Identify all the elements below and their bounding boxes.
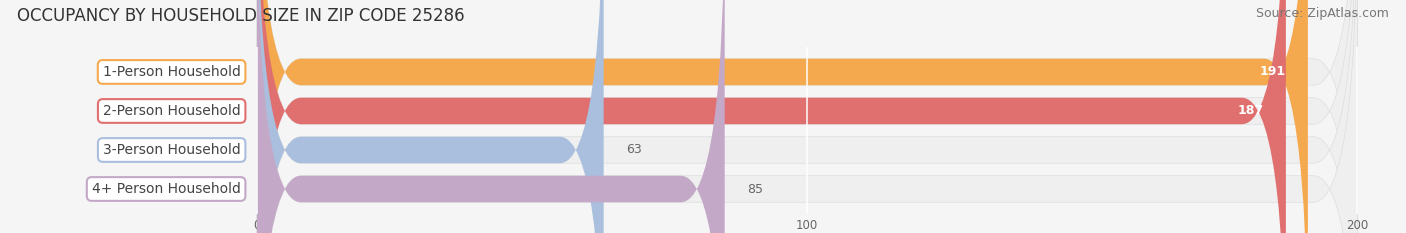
Text: 4+ Person Household: 4+ Person Household: [91, 182, 240, 196]
FancyBboxPatch shape: [257, 0, 1286, 233]
Text: 2-Person Household: 2-Person Household: [103, 104, 240, 118]
Text: 63: 63: [626, 144, 641, 157]
FancyBboxPatch shape: [257, 0, 1308, 233]
Text: 3-Person Household: 3-Person Household: [103, 143, 240, 157]
Text: 85: 85: [747, 182, 762, 195]
Text: 187: 187: [1237, 104, 1264, 117]
Text: 191: 191: [1260, 65, 1286, 79]
FancyBboxPatch shape: [257, 0, 1357, 233]
Text: OCCUPANCY BY HOUSEHOLD SIZE IN ZIP CODE 25286: OCCUPANCY BY HOUSEHOLD SIZE IN ZIP CODE …: [17, 7, 464, 25]
FancyBboxPatch shape: [257, 0, 1357, 233]
Text: 1-Person Household: 1-Person Household: [103, 65, 240, 79]
FancyBboxPatch shape: [257, 0, 603, 233]
FancyBboxPatch shape: [257, 0, 724, 233]
FancyBboxPatch shape: [257, 0, 1357, 233]
Text: Source: ZipAtlas.com: Source: ZipAtlas.com: [1256, 7, 1389, 20]
FancyBboxPatch shape: [257, 0, 1357, 233]
